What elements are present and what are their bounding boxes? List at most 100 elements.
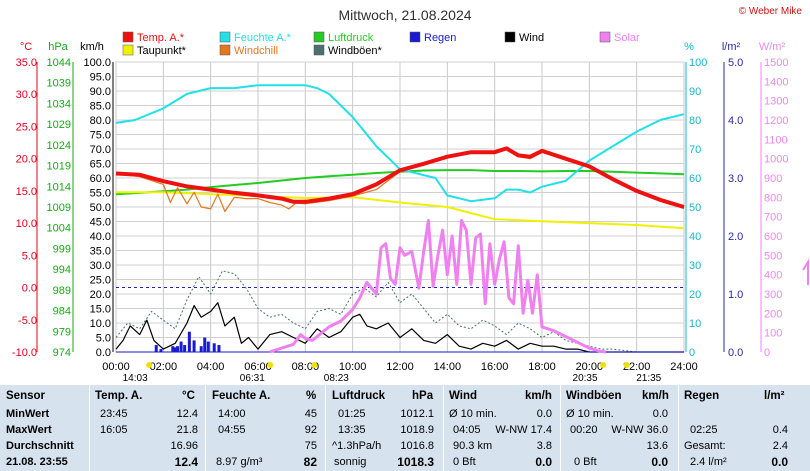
solar-axis-tick: 1400 — [764, 76, 788, 88]
rain-axis-tick: 0.0 — [728, 347, 743, 359]
solar-axis-tick: 800 — [764, 192, 782, 204]
sun-marker — [146, 362, 153, 368]
wind-distance: 90.3 km — [453, 440, 493, 452]
rain-bar — [179, 341, 183, 352]
wind-axis-tick: 75.0 — [90, 130, 111, 142]
statistics-table: Sensor Temp. A. °C Feuchte A. % Luftdruc… — [0, 385, 810, 471]
wind-value: 3.8 — [536, 440, 552, 452]
rain-axis-tick: 3.0 — [728, 173, 743, 185]
solar-axis-tick: 700 — [764, 212, 782, 224]
humidity-axis-tick: 0 — [689, 347, 695, 359]
temp-axis-tick: 5.0 — [22, 250, 37, 262]
wind-axis-tick: 50.0 — [90, 202, 111, 214]
legend-swatch — [219, 31, 231, 43]
solar-axis-tick: 200 — [764, 308, 782, 320]
wind-axis-tick: 5.0 — [96, 333, 111, 345]
humidity-axis-tick: 70 — [689, 144, 701, 156]
stats-header-wind-unit: km/h — [525, 390, 552, 402]
sun-marker — [267, 362, 274, 368]
solar-axis-tick: 100 — [764, 328, 782, 340]
rain-value: 0.4 — [772, 424, 788, 436]
humidity-axis-tick: 10 — [689, 318, 701, 330]
pressure-axis-tick: 974 — [53, 347, 71, 359]
solar-axis-tick: 600 — [764, 231, 782, 243]
temp-value: 21.8 — [176, 424, 198, 436]
rain-rate: 0.0 — [771, 455, 788, 469]
humidity-time: 14:00 — [218, 408, 246, 420]
wind-axis-tick: 95.0 — [90, 72, 111, 84]
legend-swatch — [599, 31, 611, 43]
humidity-axis-tick: 30 — [689, 260, 701, 272]
solar-axis-tick: 900 — [764, 173, 782, 185]
legend-label: Taupunkt* — [137, 45, 187, 57]
legend-swatch — [122, 31, 134, 43]
series-temp-a — [115, 146, 685, 209]
x-axis-tick: 06:00 — [244, 361, 272, 373]
pressure-axis-tick: 999 — [53, 243, 71, 255]
pressure-axis-tick: 1024 — [47, 140, 71, 152]
solar-axis-tick: 1100 — [764, 134, 788, 146]
gust-value: W-NW 36.0 — [611, 424, 668, 436]
pressure-axis-tick: 1014 — [47, 181, 71, 193]
rain-bar — [217, 345, 221, 352]
solar-axis-tick: 1300 — [764, 96, 788, 108]
x-axis-tick: 16:00 — [481, 361, 509, 373]
solar-axis-tick: 400 — [764, 270, 782, 282]
gust-value: 0.0 — [652, 408, 668, 420]
x-axis-tick: 20:00 — [576, 361, 604, 373]
temp-axis-tick: 30.0 — [16, 89, 37, 101]
rain-axis-unit: l/m² — [722, 41, 741, 53]
humidity-axis-tick: 100 — [689, 57, 707, 69]
stats-header-wind: Wind — [449, 390, 477, 402]
stats-header-rain-unit: l/m² — [764, 390, 785, 402]
rain-bar — [206, 341, 210, 352]
wind-axis-tick: 30.0 — [90, 260, 111, 272]
wind-axis-tick: 85.0 — [90, 101, 111, 113]
x-axis-tick: 24:00 — [670, 361, 698, 373]
wind-axis-tick: 25.0 — [90, 275, 111, 287]
wind-axis-tick: 45.0 — [90, 217, 111, 229]
legend-label: Solar — [614, 32, 640, 44]
wind-axis-tick: 55.0 — [90, 188, 111, 200]
temp-axis-tick: 20.0 — [16, 154, 37, 166]
pressure-axis-tick: 1019 — [47, 161, 71, 173]
legend-label: Luftdruck — [328, 32, 374, 44]
pressure-value: 1016.8 — [400, 440, 434, 452]
rain-bar — [199, 346, 203, 352]
rain-today: 2.4 l/m² — [690, 456, 727, 468]
pressure-value: 1018.9 — [400, 424, 434, 436]
legend-swatch — [122, 44, 134, 56]
sun-marker — [311, 362, 318, 368]
stats-row-max: MaxWert 16:05 21.8 04:55 92 13:35 1018.9… — [0, 422, 810, 438]
row-label: 21.08. 23:55 — [6, 456, 68, 468]
rain-value: 2.4 — [772, 440, 788, 452]
stats-header-humidity: Feuchte A. — [212, 390, 271, 402]
legend-label: Wind — [519, 32, 544, 44]
sun-time-label: 06:31 — [240, 373, 265, 384]
solar-axis-tick: 1000 — [764, 154, 788, 166]
rain-axis-tick: 1.0 — [728, 289, 743, 301]
weather-forecast: sonnig — [334, 456, 367, 468]
temp-time: 16:05 — [100, 424, 128, 436]
temp-value: 12.4 — [176, 408, 198, 420]
stats-header-temp-unit: °C — [182, 390, 195, 402]
rain-bar — [154, 345, 158, 352]
humidity-axis-unit: % — [684, 41, 694, 53]
rain-total-label: Gesamt: — [684, 440, 726, 452]
pressure-axis-tick: 1044 — [47, 57, 71, 69]
stats-header-pressure-unit: hPa — [412, 390, 434, 402]
x-axis-tick: 18:00 — [528, 361, 556, 373]
humidity-axis-tick: 20 — [689, 289, 701, 301]
humidity-axis-tick: 90 — [689, 86, 701, 98]
temp-axis-tick: 25.0 — [16, 121, 37, 133]
x-axis-tick: 22:00 — [623, 361, 651, 373]
humidity-value: 45 — [304, 408, 317, 420]
stats-header-rain: Regen — [684, 390, 720, 402]
wind-axis-tick: 90.0 — [90, 86, 111, 98]
humidity-time: 04:55 — [218, 424, 246, 436]
rain-bar — [187, 331, 191, 352]
humidity-value: 92 — [304, 424, 317, 436]
gust-time: 00:20 — [570, 424, 598, 436]
wind-axis-tick: 70.0 — [90, 144, 111, 156]
legend-label: Feuchte A.* — [234, 32, 292, 44]
